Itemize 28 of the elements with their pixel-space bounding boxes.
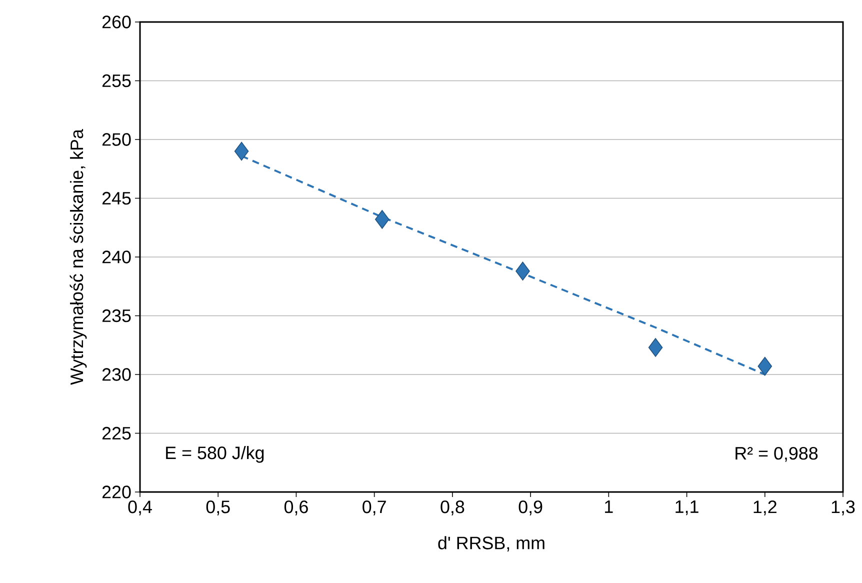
y-tick-label: 235 [102, 309, 131, 322]
point [758, 356, 772, 376]
point [234, 142, 249, 161]
y-tick-label: 230 [102, 368, 131, 381]
annotation: R² = 0,988 [736, 446, 818, 462]
x-tick-label: 1,1 [676, 500, 698, 516]
x-tick-label: 0,6 [284, 500, 308, 516]
y-tick-label: 255 [102, 74, 131, 88]
x-tick-label: 0,8 [440, 500, 464, 516]
y-tick-label: 220 [102, 486, 131, 498]
point [648, 338, 663, 357]
x-tick-label: 0,4 [128, 500, 152, 516]
point [516, 262, 530, 280]
y-tick-label: 245 [102, 192, 131, 205]
x-tick-label: 0,5 [206, 500, 230, 516]
x-tick-label: 1,2 [754, 500, 776, 516]
x-axis-title: d' RRSB, mm [438, 536, 544, 552]
y-axis-title: Wytrzymałość na ściskanie, kPa [70, 129, 87, 385]
y-tick-label: 250 [102, 133, 131, 146]
x-tick-label: 0,9 [518, 500, 542, 516]
x-tick-label: 0,7 [362, 500, 386, 516]
y-tick-label: 240 [102, 250, 131, 264]
point [374, 210, 390, 229]
x-tick-label: 1,3 [832, 500, 855, 516]
y-tick-label: 260 [102, 16, 131, 28]
x-tick-label: 1 [605, 500, 613, 513]
y-tick-label: 225 [102, 426, 131, 440]
annotation: E = 580 J/kg [166, 446, 264, 463]
